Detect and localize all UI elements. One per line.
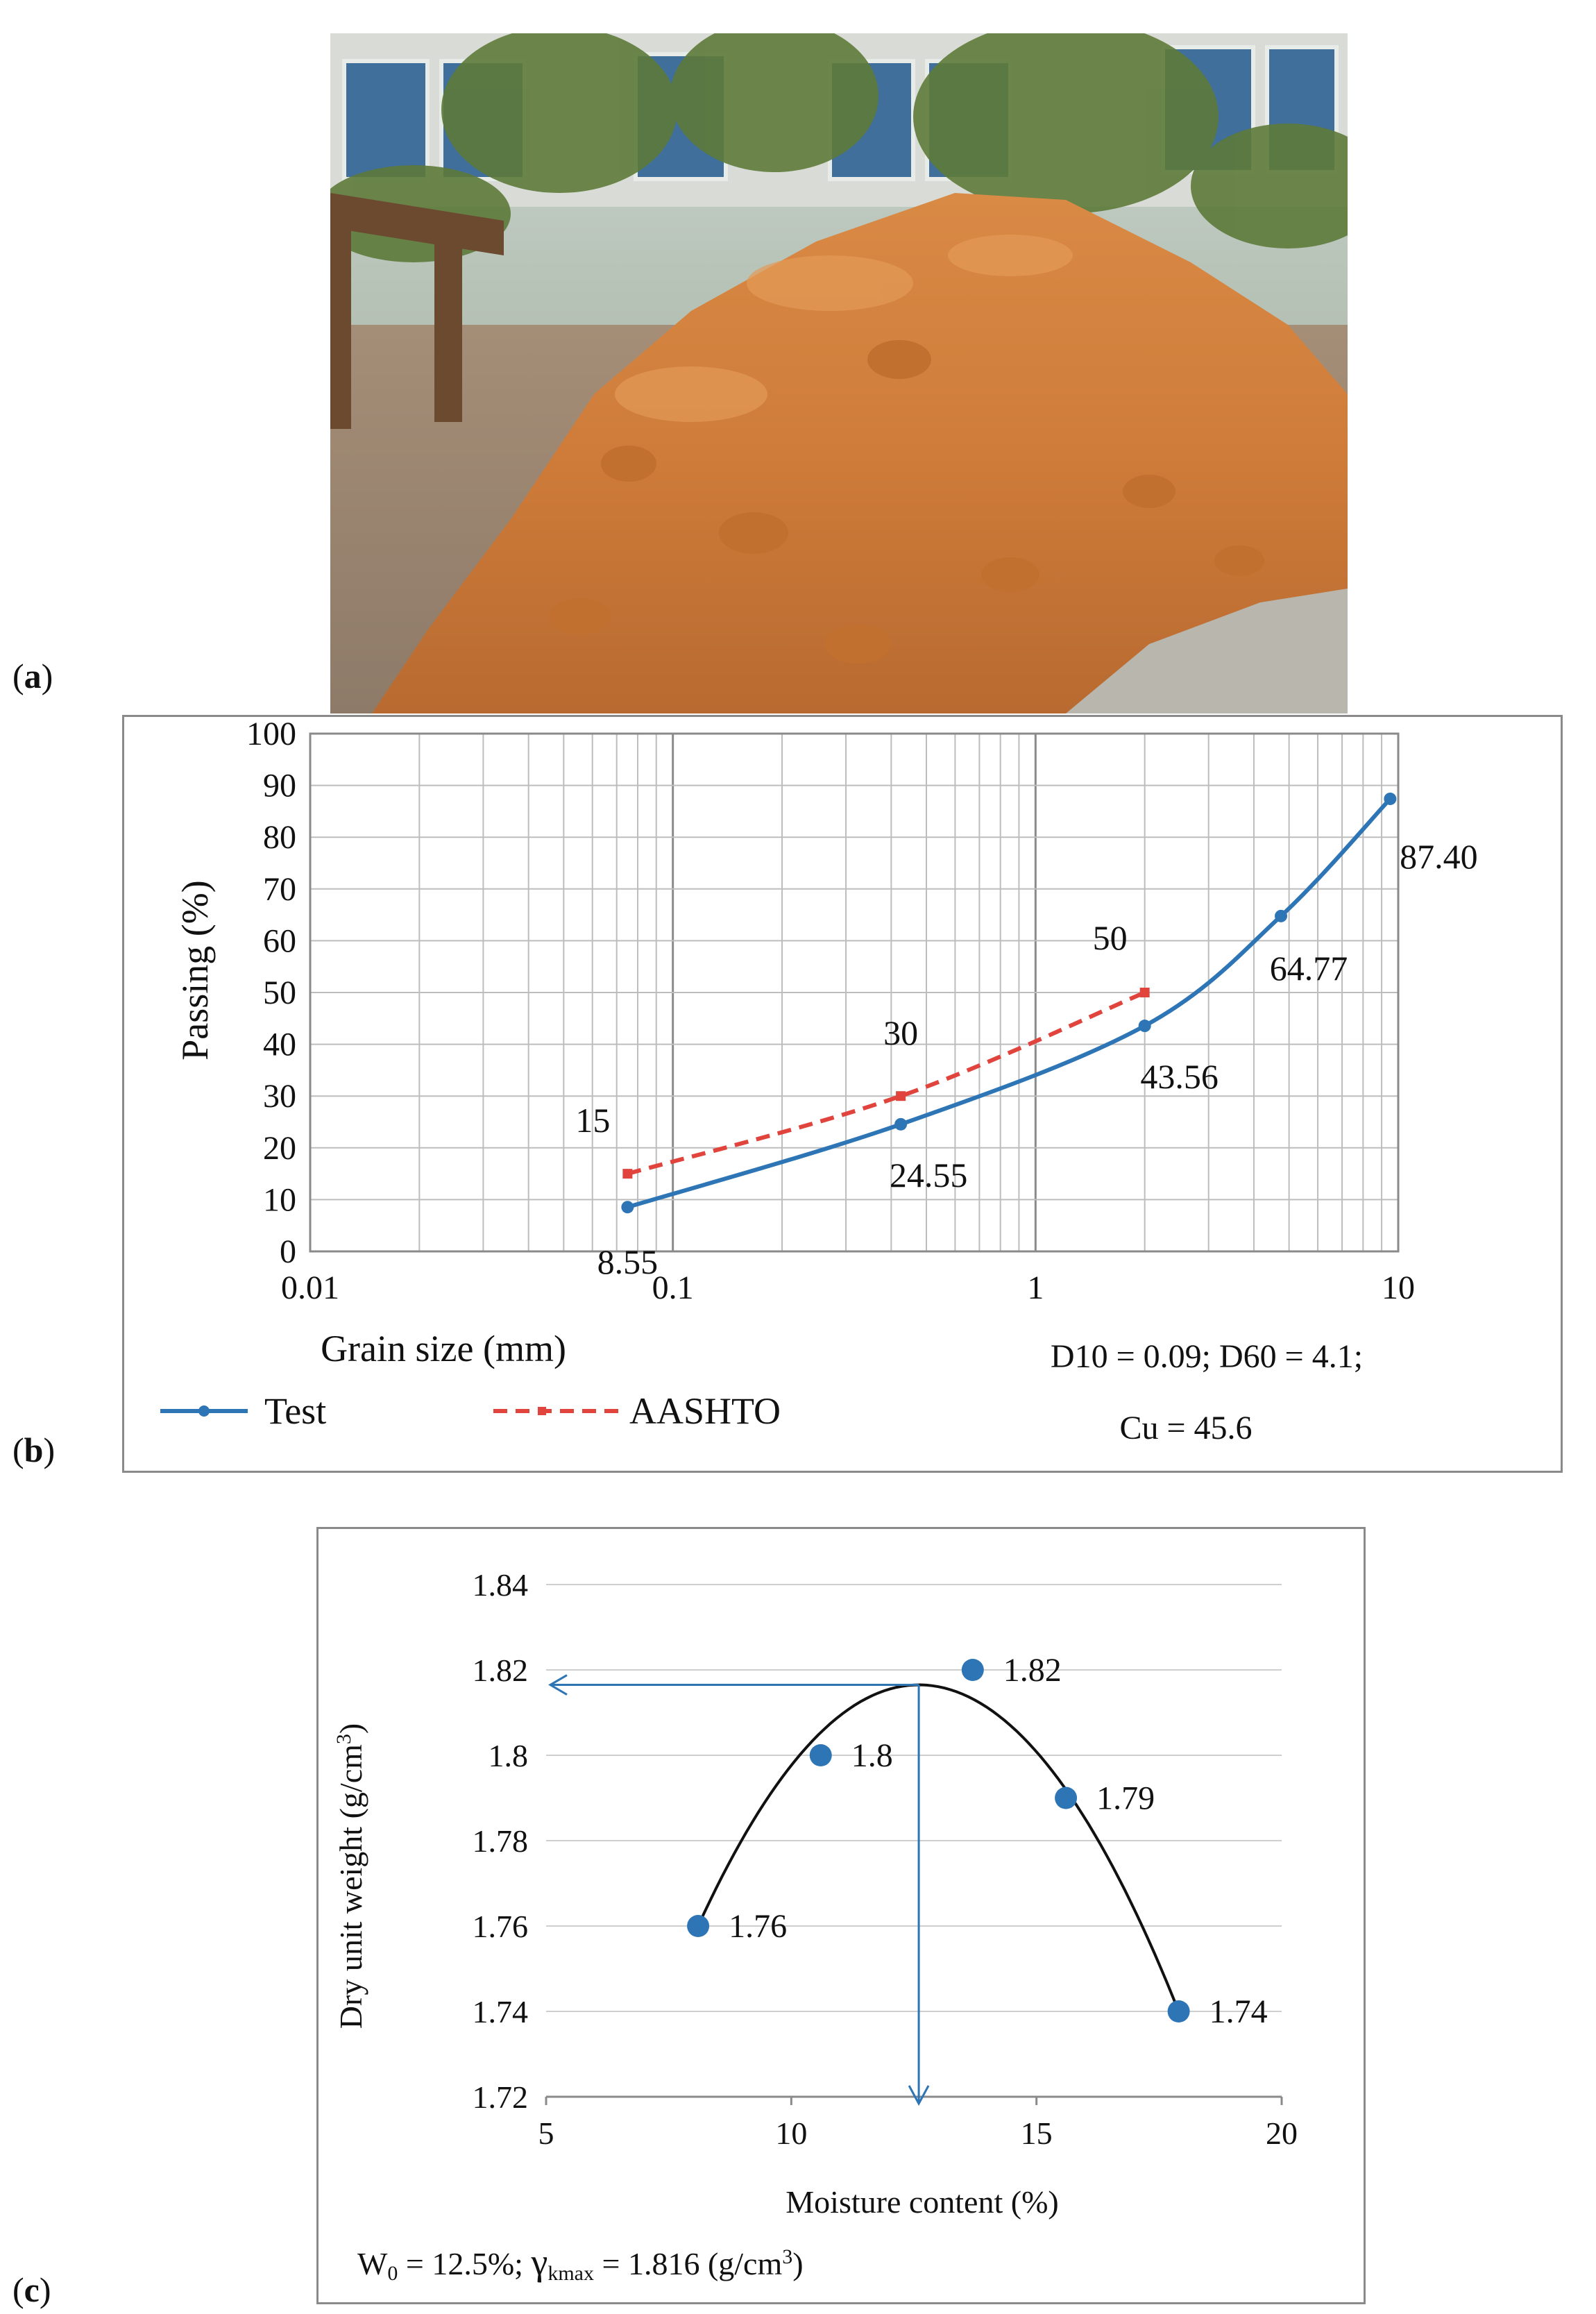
- data-label: 8.55: [597, 1242, 659, 1281]
- optimum-guides: [548, 1674, 930, 2106]
- data-label: 43.56: [1140, 1057, 1219, 1096]
- compaction-chart: 1.721.741.761.781.81.821.845 10 15 20 1.761…: [332, 1567, 1298, 2285]
- optimum-footer: W0 = 12.5%; γkmax = 1.816 (g/cm3): [357, 2241, 804, 2285]
- y-tick-label: 1.82: [473, 1653, 529, 1688]
- series-line-aashto: [627, 990, 1146, 1176]
- x-tick-label: 1: [1027, 1269, 1044, 1306]
- legend: Test AASHTO: [160, 1390, 781, 1432]
- tick-labels: 1.72 1.74 1.76 1.78 1.8 1.82 1.84 5 10 15 20: [473, 1567, 1298, 2151]
- y-tick-label: 1.8: [489, 1738, 529, 1773]
- series: [621, 792, 1397, 1214]
- y-tick-label: 70: [263, 871, 296, 908]
- soil-pile: [372, 193, 1348, 713]
- data-label: 64.77: [1270, 949, 1348, 988]
- guide-horizontal-arrowhead: [548, 1674, 568, 1696]
- y-tick-label: 30: [263, 1078, 296, 1115]
- data-label: 30: [883, 1013, 918, 1052]
- compaction-chart-panel: 1.72 1.74 1.76 1.78 1.8 1.82 1.84 5 10 15 20 1.76 1…: [316, 1527, 1366, 2304]
- y-tick-label: 100: [246, 717, 296, 752]
- y-axis-label: Dry unit weight (g/cm3): [332, 1723, 369, 2029]
- data-point: [687, 1915, 710, 1937]
- legend-test-marker: [198, 1405, 210, 1417]
- annotation-line-2: Cu = 45.6: [1119, 1410, 1252, 1446]
- annotation-line-1: D10 = 0.09; D60 = 4.1;: [1051, 1338, 1363, 1375]
- data-label: 87.40: [1400, 837, 1478, 876]
- fit-curve-line: [697, 1683, 1180, 2012]
- data-point-test: [621, 1201, 634, 1214]
- x-tick-label: 0.01: [281, 1269, 339, 1306]
- tick-labels: 0 10 20 30 40 50 60 70 80 90 100 0.01 0.1 1 10: [246, 716, 1415, 1306]
- data-point-test: [1384, 792, 1397, 805]
- y-tick-label: 0: [280, 1233, 296, 1270]
- soil-clods: [550, 340, 1264, 664]
- series-line-test: [627, 797, 1392, 1210]
- y-tick-label: 1.84: [473, 1567, 529, 1603]
- data-label: 50: [1093, 918, 1128, 957]
- data-points: [687, 1659, 1190, 2022]
- y-tick-label: 1.74: [473, 1994, 529, 2029]
- data-point-test: [894, 1117, 908, 1131]
- data-labels: 1.76 1.8 1.82 1.79 1.74: [729, 1652, 1268, 2030]
- plot-area-border: [309, 732, 1400, 1253]
- x-tick-label: 20: [1266, 2115, 1298, 2151]
- y-tick-label: 1.78: [473, 1823, 529, 1859]
- guide-vertical-arrowhead: [908, 2085, 930, 2106]
- data-label: 1.79: [1096, 1780, 1155, 1817]
- grain-size-chart: 0 10 20 30 40 50 60 70 80 90 100 0.01 0.1 1 10 8.55 24.…: [160, 716, 1478, 1446]
- y-tick-label: 80: [263, 819, 296, 856]
- data-label: 1.76: [729, 1908, 787, 1945]
- grid: [309, 733, 1400, 1252]
- panel-label-a: (a): [12, 657, 53, 695]
- data-point: [1055, 1787, 1078, 1809]
- panel-label-b: (b): [12, 1430, 56, 1469]
- data-point-aashto: [1139, 988, 1150, 997]
- legend-aashto-marker: [538, 1407, 546, 1415]
- data-point-test: [1275, 909, 1288, 922]
- data-label: 1.74: [1209, 1993, 1268, 2030]
- data-point-aashto: [622, 1169, 633, 1179]
- panel-label-c: (c): [12, 2270, 51, 2309]
- data-labels: 8.55 24.55 43.56 64.77 87.40 15 30 50: [575, 837, 1477, 1281]
- y-tick-label: 40: [263, 1027, 296, 1063]
- y-tick-label: 10: [263, 1181, 296, 1218]
- y-tick-label: 1.72: [473, 2079, 529, 2115]
- x-tick-label: 10: [775, 2115, 807, 2151]
- x-tick-label: 10: [1382, 1269, 1415, 1306]
- soil-highlights: [615, 235, 1073, 422]
- axes: [309, 732, 1400, 1253]
- axes: [545, 2095, 1283, 2105]
- x-tick-label: 15: [1021, 2115, 1053, 2151]
- data-label: 1.82: [1003, 1652, 1062, 1689]
- data-point-test: [1138, 1020, 1151, 1033]
- y-tick-label: 50: [263, 974, 296, 1011]
- y-tick-label: 1.76: [473, 1909, 529, 1944]
- x-axis-label: Grain size (mm): [321, 1328, 566, 1369]
- foliage: [330, 33, 1348, 262]
- data-label: 24.55: [890, 1156, 968, 1194]
- data-point: [1167, 2000, 1190, 2022]
- legend-test-label: Test: [264, 1390, 326, 1432]
- x-tick-label: 5: [538, 2115, 554, 2151]
- grain-size-chart-panel: 0 10 20 30 40 50 60 70 80 90 100 0.01 0.1 1 10 8.55 24.…: [122, 715, 1563, 1473]
- gravel-heap: [1066, 589, 1348, 713]
- data-point: [809, 1744, 832, 1766]
- data-label: 1.8: [851, 1737, 893, 1774]
- data-label: 15: [575, 1101, 610, 1140]
- wooden-frame: [330, 193, 504, 429]
- fit-curve: [697, 1683, 1180, 2012]
- y-tick-label: 60: [263, 922, 296, 959]
- grid: [546, 1584, 1282, 2097]
- y-axis-label: Passing (%): [174, 880, 216, 1060]
- x-axis-label: Moisture content (%): [786, 2184, 1058, 2220]
- y-tick-label: 90: [263, 768, 296, 804]
- y-tick-label: 20: [263, 1130, 296, 1167]
- soil-pile-photo: [330, 33, 1348, 713]
- data-point: [961, 1659, 984, 1681]
- data-point-aashto: [896, 1091, 906, 1101]
- legend-aashto-label: AASHTO: [629, 1390, 781, 1432]
- x-tick-label: 0.1: [652, 1269, 694, 1306]
